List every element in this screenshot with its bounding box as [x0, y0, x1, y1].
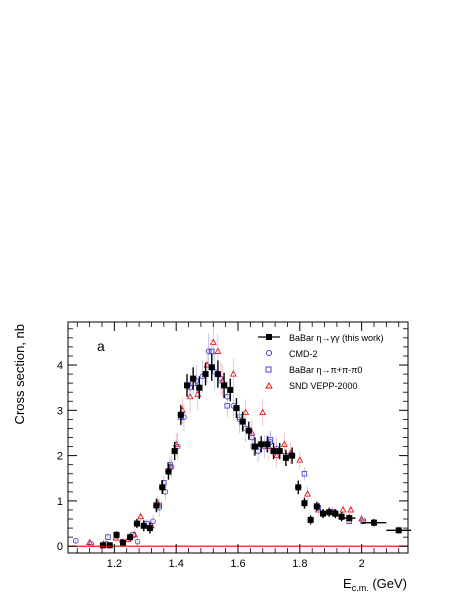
- data-point-snd: [280, 440, 288, 447]
- data-point-snd: [339, 506, 347, 513]
- data-point-babar-gg: [332, 510, 339, 517]
- data-point-babar-3pi: [360, 518, 366, 524]
- y-tick-label: 3: [57, 405, 63, 417]
- data-point-snd: [242, 408, 250, 415]
- data-point-babar-gg: [313, 503, 320, 510]
- data-point-babar-gg: [282, 454, 289, 461]
- data-point-snd: [137, 512, 145, 520]
- y-tick-label: 4: [57, 360, 63, 372]
- data-point-babar-gg: [276, 448, 283, 455]
- y-axis-label: Cross section, nb: [12, 324, 27, 424]
- data-point-babar-gg: [233, 405, 240, 412]
- data-point-babar-gg: [190, 375, 197, 382]
- series-0: [99, 353, 412, 549]
- data-point-babar-gg: [106, 542, 113, 549]
- data-point-babar-gg: [184, 382, 190, 389]
- data-point-snd: [259, 408, 267, 415]
- y-tick-label: 2: [57, 451, 63, 463]
- data-point-babar-gg: [133, 520, 140, 527]
- x-tick-label: 1.4: [169, 558, 184, 570]
- legend-entry-babar-gg: BaBar η→γγ (this work): [258, 333, 384, 343]
- plot-frame: [67, 321, 409, 554]
- x-axis-label-unit: (GeV): [369, 576, 407, 591]
- data-point-babar-gg: [202, 371, 209, 378]
- x-tick-label: 1.6: [230, 558, 245, 570]
- legend: BaBar η→γγ (this work) CMD-2 BaBar η→π+π…: [258, 333, 384, 391]
- data-point-babar-gg: [371, 519, 377, 526]
- data-point-babar-gg: [99, 542, 106, 549]
- data-point-cmd2: [72, 537, 79, 544]
- legend-label-babar-3pi: BaBar η→π+π-π0: [289, 365, 362, 375]
- data-point-babar-gg: [208, 364, 215, 371]
- data-point-snd: [214, 347, 222, 354]
- data-point-cmd2: [205, 348, 212, 355]
- y-tick-label: 1: [57, 496, 63, 508]
- legend-marker-babar-3pi: [265, 366, 272, 373]
- legend-marker-babar-gg: [266, 334, 272, 340]
- data-point-snd: [229, 370, 237, 377]
- data-point-babar-gg: [307, 516, 314, 523]
- series-3: [86, 324, 403, 547]
- data-point-cmd2: [134, 538, 141, 545]
- data-point-babar-gg: [295, 484, 302, 491]
- data-point-babar-3pi: [301, 471, 308, 477]
- data-point-babar-gg: [264, 441, 271, 448]
- data-point-babar-gg: [326, 509, 333, 516]
- x-tick-label: 1.2: [107, 558, 122, 570]
- data-point-snd: [347, 506, 355, 513]
- data-point-babar-gg: [301, 500, 308, 507]
- data-point-babar-gg: [177, 411, 184, 418]
- data-point-babar-gg: [289, 452, 296, 459]
- data-point-babar-gg: [196, 384, 203, 391]
- data-point-babar-gg: [120, 539, 127, 546]
- legend-label-babar-gg: BaBar η→γγ (this work): [289, 333, 384, 343]
- data-point-babar-gg: [338, 513, 345, 520]
- axis-layer: 1.2 1.4 1.6 1.8 2 0 1 2 3 4: [57, 321, 409, 570]
- data-point-babar-gg: [270, 448, 277, 455]
- data-point-babar-gg: [165, 468, 172, 475]
- data-point-babar-gg: [320, 510, 326, 517]
- data-point-babar-gg: [346, 515, 353, 522]
- data-point-babar-gg: [127, 534, 134, 541]
- legend-label-snd: SND VEPP-2000: [289, 381, 358, 391]
- data-point-babar-gg: [146, 525, 153, 532]
- data-point-babar-gg: [245, 427, 252, 434]
- panel-label: a: [97, 338, 105, 354]
- data-point-babar-gg: [258, 441, 265, 448]
- data-point-babar-gg: [113, 531, 120, 538]
- data-point-babar-gg: [153, 502, 160, 509]
- data-point-babar-gg: [221, 382, 228, 389]
- data-point-babar-gg: [140, 522, 147, 529]
- data-point-snd: [296, 456, 304, 463]
- data-point-babar-gg: [214, 371, 221, 378]
- data-point-babar-gg: [239, 418, 246, 425]
- data-point-babar-3pi: [105, 534, 111, 540]
- x-axis-label-sub: c.m.: [352, 583, 369, 593]
- y-tick-label: 0: [57, 541, 63, 553]
- data-point-babar-gg: [395, 527, 402, 534]
- data-point-snd: [304, 490, 312, 497]
- x-tick-label: 2: [359, 558, 365, 570]
- data-point-cmd2: [150, 518, 156, 525]
- x-axis-label-main: E: [343, 576, 352, 591]
- data-point-babar-gg: [252, 443, 258, 450]
- data-layer: [72, 324, 412, 549]
- legend-label-cmd2: CMD-2: [289, 349, 318, 359]
- legend-entry-cmd2: CMD-2: [265, 349, 318, 359]
- legend-marker-snd: [265, 382, 273, 389]
- data-point-babar-gg: [171, 448, 178, 455]
- data-point-babar-gg: [227, 386, 234, 393]
- legend-marker-cmd2: [265, 349, 273, 357]
- x-axis-label: Ec.m. (GeV): [343, 576, 407, 593]
- legend-entry-babar-3pi: BaBar η→π+π-π0: [265, 365, 362, 375]
- data-point-babar-gg: [159, 484, 166, 491]
- x-tick-label: 1.8: [292, 558, 307, 570]
- legend-entry-snd: SND VEPP-2000: [265, 381, 358, 391]
